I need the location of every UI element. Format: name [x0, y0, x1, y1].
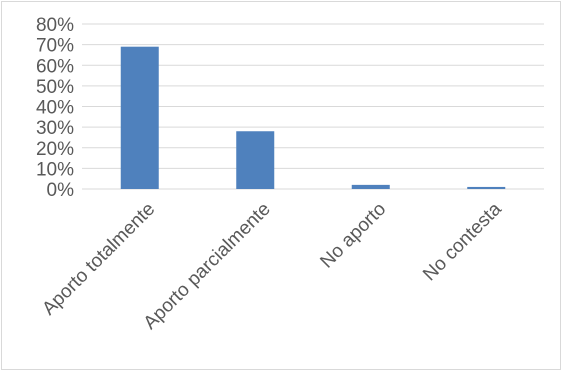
x-category-label: No contesta: [419, 198, 506, 285]
y-tick-label: 60%: [36, 56, 74, 77]
y-tick-label: 20%: [36, 139, 74, 160]
y-tick-label: 80%: [36, 15, 74, 36]
bar: [467, 186, 506, 189]
y-tick-label: 0%: [47, 180, 75, 201]
y-tick-label: 40%: [36, 98, 74, 119]
x-category-label: Aporto parcialmente: [140, 199, 275, 334]
x-category-label: Aporto totalmente: [38, 199, 159, 320]
y-tick-label: 10%: [36, 159, 74, 180]
bar: [236, 131, 275, 189]
bars: [120, 46, 506, 189]
bar: [351, 184, 390, 189]
bar: [120, 46, 159, 189]
y-tick-label: 70%: [36, 36, 74, 57]
y-axis-ticks: 0%10%20%30%40%50%60%70%80%: [36, 15, 74, 201]
x-category-label: No aporto: [316, 199, 390, 273]
y-tick-label: 30%: [36, 118, 74, 139]
y-tick-label: 50%: [36, 77, 74, 98]
gridlines: [82, 23, 544, 190]
